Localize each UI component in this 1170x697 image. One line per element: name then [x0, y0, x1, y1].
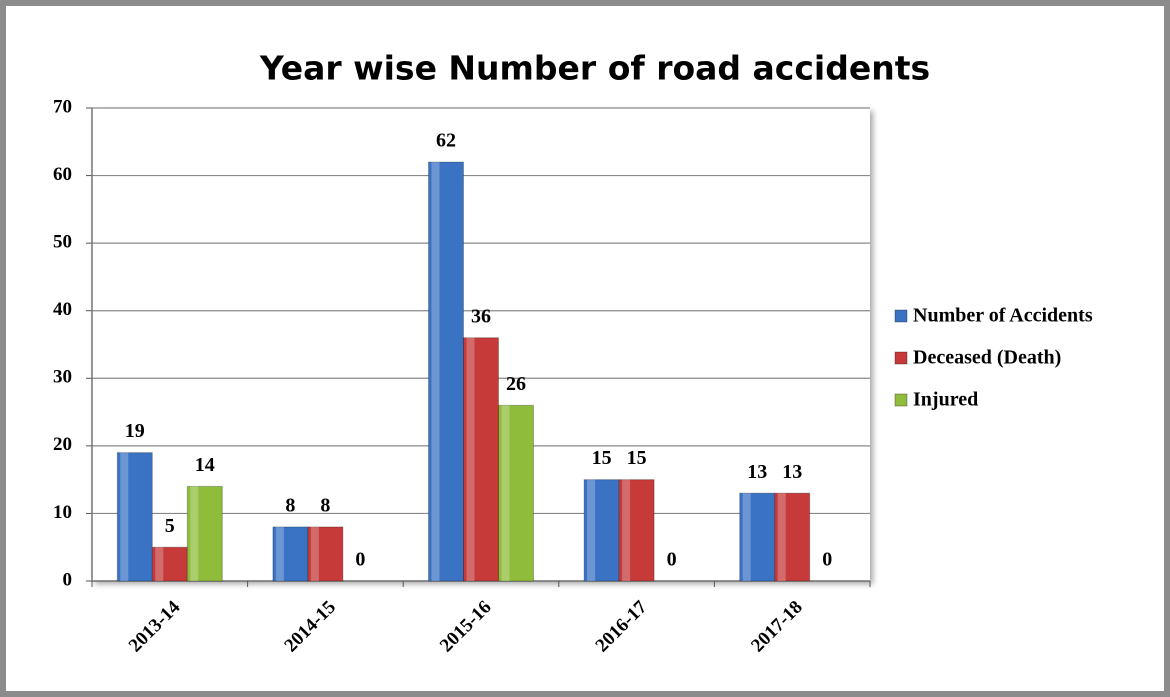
bar-highlight — [431, 162, 440, 582]
value-label: 8 — [320, 495, 330, 517]
value-label: 26 — [506, 373, 526, 395]
bar — [498, 404, 534, 582]
bar — [428, 161, 464, 582]
bar — [739, 492, 776, 582]
bar-highlight — [155, 547, 164, 581]
bar — [618, 479, 655, 582]
bar-highlight — [501, 405, 510, 581]
y-tick-label: 50 — [53, 232, 72, 253]
value-label: 15 — [592, 447, 612, 469]
y-tick-label: 10 — [53, 502, 72, 523]
y-tick-label: 60 — [53, 164, 72, 185]
bar-highlight — [742, 493, 751, 581]
bar — [272, 526, 309, 582]
legend-swatch — [894, 393, 908, 407]
chart-title: Year wise Number of road accidents — [259, 49, 930, 88]
value-label: 36 — [471, 305, 491, 327]
value-label: 13 — [747, 461, 767, 483]
value-label: 0 — [355, 549, 365, 571]
bar — [463, 337, 499, 582]
value-label: 62 — [436, 130, 456, 152]
bar-highlight — [190, 486, 199, 581]
value-label: 5 — [165, 515, 175, 537]
value-label: 19 — [125, 420, 145, 442]
value-label: 14 — [195, 454, 215, 476]
bar — [186, 485, 223, 582]
bar — [583, 479, 620, 582]
bar-highlight — [466, 337, 475, 581]
bar-highlight — [777, 493, 786, 581]
value-label: 0 — [822, 549, 832, 571]
legend-label: Injured — [913, 389, 978, 411]
bar — [307, 526, 344, 582]
bar-highlight — [310, 526, 319, 581]
y-tick-label: 70 — [53, 96, 72, 117]
bar — [774, 492, 811, 582]
value-label: 15 — [627, 447, 647, 469]
bar-highlight — [622, 479, 631, 581]
value-label: 0 — [667, 549, 677, 571]
legend-label: Number of Accidents — [913, 305, 1093, 327]
legend-label: Deceased (Death) — [913, 347, 1061, 369]
y-tick-label: 0 — [63, 569, 73, 590]
bar-highlight — [275, 526, 284, 581]
bar-highlight — [120, 452, 129, 581]
bar — [116, 452, 153, 582]
y-tick-label: 20 — [53, 434, 72, 455]
legend-swatch — [894, 309, 908, 323]
y-tick-label: 40 — [53, 299, 72, 320]
value-label: 8 — [285, 495, 295, 517]
y-tick-label: 30 — [53, 367, 72, 388]
value-label: 13 — [782, 461, 802, 483]
bar-highlight — [587, 479, 596, 581]
legend-swatch — [894, 351, 908, 365]
